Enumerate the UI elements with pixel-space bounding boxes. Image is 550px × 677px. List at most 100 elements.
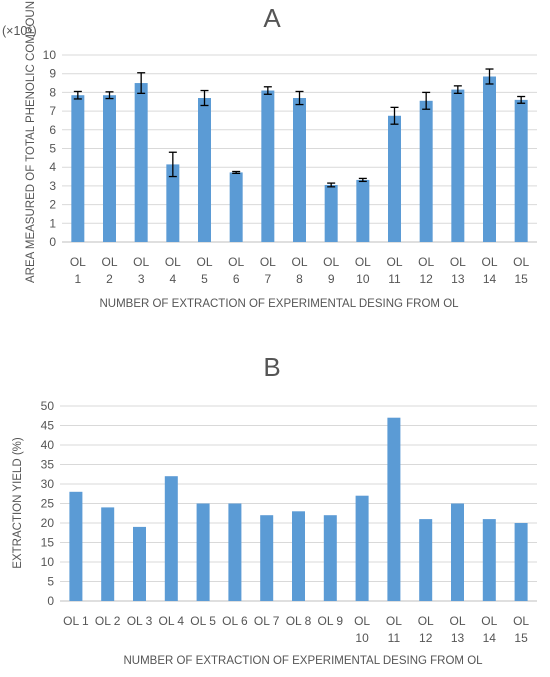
x-tick-label-line: 8 <box>296 272 303 286</box>
x-tick-label-line: 13 <box>451 631 465 645</box>
x-tick-label-line: OL <box>355 255 371 269</box>
x-tick-label-line: OL <box>70 255 86 269</box>
x-tick-label-a-11: OL 11 <box>386 255 402 286</box>
x-tick-label-a-3: OL 3 <box>133 255 149 286</box>
bar-b-5 <box>196 503 210 601</box>
x-tick-label-line: OL <box>513 614 529 628</box>
y-tick-label-b-6: 30 <box>41 477 55 491</box>
x-tick-label-a-7: OL 7 <box>260 255 276 286</box>
x-tick-label-b-2: OL 2 <box>95 614 121 628</box>
x-tick-label-line: 7 <box>264 272 271 286</box>
bar-b-7 <box>260 515 274 601</box>
bar-a-1 <box>71 95 85 242</box>
x-tick-label-b-4: OL 4 <box>159 614 185 628</box>
y-tick-label-a-5: 5 <box>49 142 56 156</box>
bar-b-4 <box>164 476 178 601</box>
y-axis-label-b: EXTRACTION YIELD (%) <box>12 437 24 569</box>
panel-label-a: A <box>263 3 281 33</box>
y-tick-label-b-2: 10 <box>41 555 55 569</box>
bar-a-12 <box>419 100 433 242</box>
bar-b-15 <box>514 523 528 601</box>
x-tick-label-b-12: OL 12 <box>418 614 434 645</box>
x-tick-label-line: 10 <box>356 272 370 286</box>
y-tick-label-a-8: 8 <box>49 85 56 99</box>
x-tick-label-a-12: OL 12 <box>418 255 434 286</box>
bar-b-10 <box>355 495 369 601</box>
bar-b-8 <box>292 511 305 601</box>
y-tick-label-b-1: 5 <box>47 575 54 589</box>
bar-a-13 <box>451 89 465 242</box>
x-tick-label-line: 6 <box>233 272 240 286</box>
y-tick-label-b-9: 45 <box>41 419 55 433</box>
x-tick-label-line: 15 <box>514 631 528 645</box>
x-tick-label-line: 11 <box>388 272 401 286</box>
x-tick-label-b-14: OL 14 <box>481 614 497 645</box>
y-axis-label-a: AREA MEASURED OF TOTAL PHENOLIC COMPOUND… <box>25 0 37 283</box>
x-tick-label-a-15: OL 15 <box>513 255 529 286</box>
x-tick-label-line: 10 <box>355 631 369 645</box>
x-tick-label-b-15: OL 15 <box>513 614 529 645</box>
y-tick-label-b-4: 20 <box>41 516 55 530</box>
bar-a-6 <box>229 172 243 242</box>
x-axis-label-b: NUMBER OF EXTRACTION OF EXPERIMENTAL DES… <box>123 655 483 667</box>
ticks-b: 0 5 10 15 20 25 30 35 40 45 50 OL 1 OL 2 OL 3 OL 4 OL 5… <box>41 399 530 645</box>
x-tick-label-line: OL <box>291 255 307 269</box>
x-tick-label-line: 14 <box>483 272 497 286</box>
bar-b-3 <box>133 526 146 601</box>
y-tick-label-a-3: 3 <box>49 179 56 193</box>
x-tick-label-line: OL <box>386 255 402 269</box>
x-tick-label-b-9: OL 9 <box>318 614 344 628</box>
bar-a-7 <box>261 90 275 242</box>
x-tick-label-line: 12 <box>419 272 433 286</box>
x-tick-label-line: OL <box>418 614 434 628</box>
x-tick-label-line: OL <box>101 255 117 269</box>
x-tick-label-line: 15 <box>514 272 528 286</box>
x-tick-label-line: OL <box>386 614 402 628</box>
x-tick-label-a-6: OL 6 <box>228 255 244 286</box>
y-tick-label-b-10: 50 <box>41 399 55 413</box>
y-tick-label-a-1: 1 <box>49 216 56 230</box>
x-tick-label-line: 3 <box>138 272 145 286</box>
x-tick-label-line: OL <box>323 255 339 269</box>
x-tick-label-a-5: OL 5 <box>196 255 212 286</box>
x-tick-label-b-1: OL 1 <box>63 614 89 628</box>
y-tick-label-a-2: 2 <box>49 198 56 212</box>
x-tick-label-b-8: OL 8 <box>286 614 312 628</box>
x-tick-label-line: 9 <box>328 272 335 286</box>
x-tick-label-line: OL <box>354 614 370 628</box>
x-axis-label-a: NUMBER OF EXTRACTION OF EXPERIMENTAL DES… <box>99 298 459 310</box>
x-tick-label-b-10: OL 10 <box>354 614 370 645</box>
y-tick-label-b-3: 15 <box>41 536 55 550</box>
bar-a-3 <box>134 83 148 242</box>
x-tick-label-a-9: OL 9 <box>323 255 339 286</box>
y-tick-label-a-10: 10 <box>43 48 57 62</box>
bar-b-14 <box>482 519 496 601</box>
bar-b-2 <box>101 507 115 601</box>
x-tick-label-line: OL <box>196 255 212 269</box>
x-tick-label-a-13: OL 13 <box>450 255 466 286</box>
bar-a-2 <box>103 95 116 242</box>
bar-a-8 <box>293 98 306 242</box>
y-tick-label-a-6: 6 <box>49 123 56 137</box>
x-tick-label-line: 14 <box>483 631 497 645</box>
x-tick-label-a-10: OL 10 <box>355 255 371 286</box>
x-tick-label-a-2: OL 2 <box>101 255 117 286</box>
bar-b-9 <box>323 515 337 601</box>
x-tick-label-line: OL <box>513 255 529 269</box>
x-tick-label-line: 4 <box>169 272 176 286</box>
x-tick-label-line: OL <box>449 614 465 628</box>
bars-b <box>69 417 528 601</box>
x-tick-label-line: 12 <box>419 631 433 645</box>
y-tick-label-a-7: 7 <box>49 104 56 118</box>
x-tick-label-line: OL <box>481 255 497 269</box>
y-tick-label-a-9: 9 <box>49 67 56 81</box>
x-tick-label-a-1: OL 1 <box>70 255 86 286</box>
chart-a: A (×10⁶) NUMBER OF EXTRACTION OF EXPERIM… <box>2 0 537 310</box>
x-tick-label-line: 1 <box>74 272 81 286</box>
y-tick-label-b-7: 35 <box>41 458 55 472</box>
y-tick-label-b-5: 25 <box>41 497 55 511</box>
x-tick-label-a-14: OL 14 <box>481 255 497 286</box>
panel-label-b: B <box>263 352 280 382</box>
x-tick-label-line: 2 <box>106 272 113 286</box>
